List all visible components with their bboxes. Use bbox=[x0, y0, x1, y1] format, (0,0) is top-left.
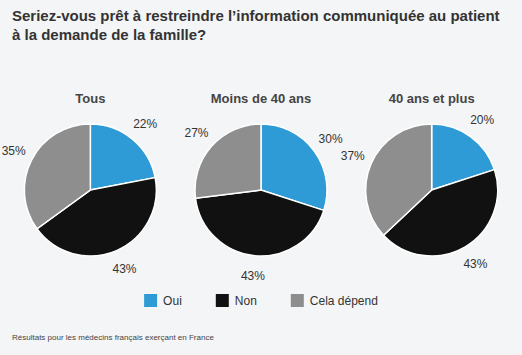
data-label: 43% bbox=[241, 269, 265, 283]
legend-label: Non bbox=[235, 294, 257, 308]
chart-title: Moins de 40 ans bbox=[211, 91, 311, 106]
background bbox=[0, 0, 522, 355]
pie-chart: OuiNonCela dépend20%43%37% bbox=[341, 113, 498, 271]
title: Seriez-vous prêt à restreindre l’informa… bbox=[12, 7, 500, 43]
data-label: 30% bbox=[319, 132, 343, 146]
chart-title: Tous bbox=[75, 91, 105, 106]
data-label: 43% bbox=[463, 257, 487, 271]
chart-title: 40 ans et plus bbox=[389, 91, 475, 106]
data-label: 22% bbox=[133, 117, 157, 131]
footnote: Résultats pour les médecins français exe… bbox=[12, 333, 214, 342]
title-line: à la demande de la famille? bbox=[12, 26, 206, 43]
pie-chart: OuiNonCela dépend22%43%35% bbox=[2, 117, 158, 276]
title-line: Seriez-vous prêt à restreindre l’informa… bbox=[12, 7, 500, 24]
data-label: 43% bbox=[112, 262, 136, 276]
legend-swatch bbox=[144, 294, 157, 307]
pie-slice: Cela dépend bbox=[366, 124, 432, 235]
legend-item: Non bbox=[216, 294, 257, 308]
legend-label: Oui bbox=[163, 294, 182, 308]
legend-item: Cela dépend bbox=[291, 294, 378, 308]
data-label: 27% bbox=[184, 126, 208, 140]
pie-slice: Cela dépend bbox=[24, 124, 90, 229]
pie-chart: OuiNonCela dépend30%43%27% bbox=[184, 124, 342, 283]
legend-item: Oui bbox=[144, 294, 182, 308]
data-label: 20% bbox=[470, 113, 494, 127]
legend-swatch bbox=[216, 294, 229, 307]
legend: Oui Non Cela dépend bbox=[144, 294, 378, 308]
data-label: 37% bbox=[341, 149, 365, 163]
data-label: 35% bbox=[2, 144, 26, 158]
legend-label: Cela dépend bbox=[310, 294, 378, 308]
chart-root: Seriez-vous prêt à restreindre l’informa… bbox=[0, 0, 522, 355]
legend-swatch bbox=[291, 294, 304, 307]
pie-slice: Non bbox=[196, 190, 324, 256]
